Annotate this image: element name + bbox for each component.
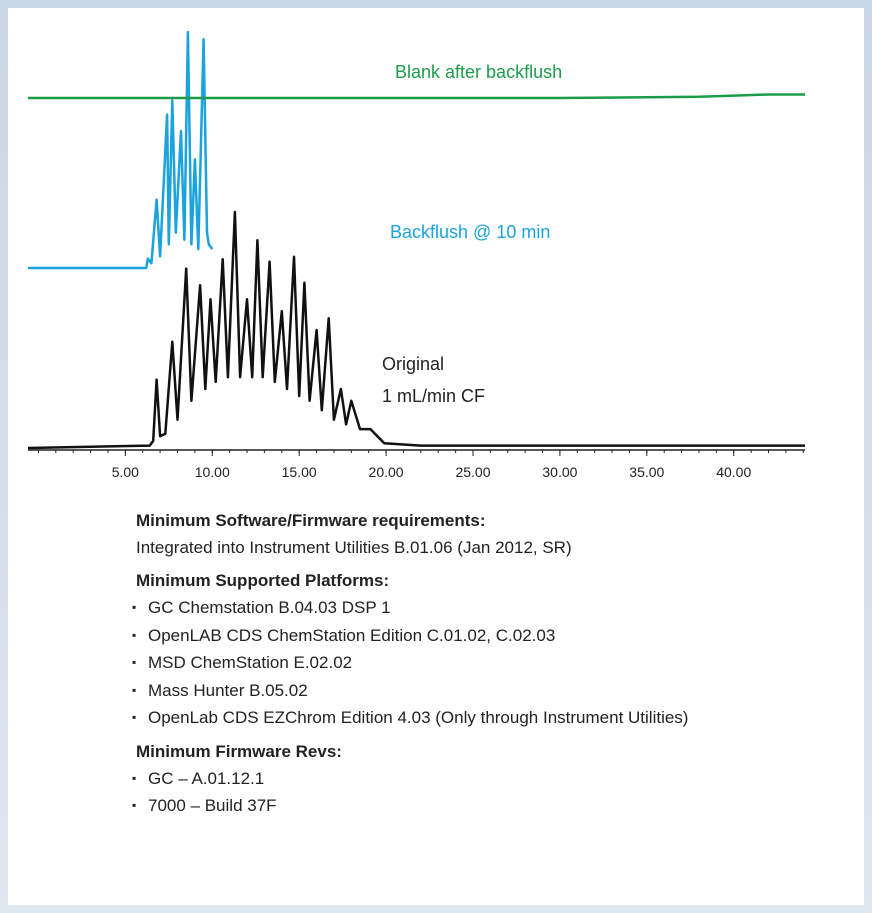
list-item: OpenLab CDS EZChrom Edition 4.03 (Only t… (132, 708, 688, 728)
list-item: OpenLAB CDS ChemStation Edition C.01.02,… (132, 626, 555, 646)
series-label: Backflush @ 10 min (390, 222, 550, 242)
heading: Minimum Software/Firmware requirements: (136, 511, 486, 530)
trace (28, 30, 214, 270)
series-label: 1 mL/min CF (382, 386, 485, 406)
list-item: Mass Hunter B.05.02 (132, 681, 308, 701)
x-tick-label: 15.00 (282, 464, 317, 480)
list-item: GC – A.01.12.1 (132, 769, 264, 789)
series-label: Blank after backflush (395, 62, 562, 82)
trace (28, 93, 805, 100)
list-item: MSD ChemStation E.02.02 (132, 653, 352, 673)
x-tick-label: 20.00 (369, 464, 404, 480)
x-tick-label: 5.00 (112, 464, 139, 480)
list-item: GC Chemstation B.04.03 DSP 1 (132, 598, 391, 618)
series-label: Original (382, 354, 444, 374)
list-item: 7000 – Build 37F (132, 796, 277, 816)
text: Integrated into Instrument Utilities B.0… (136, 538, 572, 557)
x-tick-label: 30.00 (542, 464, 577, 480)
panel (8, 8, 864, 905)
chromatogram: 5.00 10.00 15.00 20.00 25.00 30.00 35.00 40.00 B… (27, 30, 805, 480)
x-tick-label: 35.00 (629, 464, 664, 480)
x-tick-label: 10.00 (195, 464, 230, 480)
heading: Minimum Supported Platforms: (136, 571, 390, 590)
x-tick-label: 40.00 (716, 464, 751, 480)
heading: Minimum Firmware Revs: (136, 741, 342, 761)
trace (27, 210, 805, 450)
x-tick-label: 25.00 (455, 464, 490, 480)
